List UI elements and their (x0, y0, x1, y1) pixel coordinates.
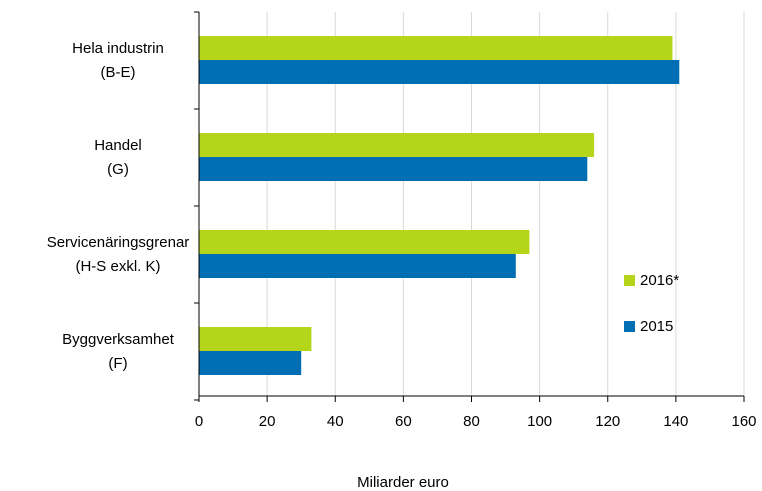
x-tick-label: 120 (595, 413, 620, 430)
axes (194, 11, 745, 402)
category-label: Handel (94, 137, 142, 154)
bar-series1 (199, 133, 595, 157)
x-tick-label: 80 (463, 413, 480, 430)
category-label: Byggverksamhet (62, 331, 175, 348)
bars (199, 36, 680, 375)
x-tick-label: 100 (527, 413, 552, 430)
category-label-sub: (B-E) (101, 64, 136, 81)
bar-series2 (199, 157, 588, 181)
x-tick-label: 60 (395, 413, 412, 430)
x-tick-label: 20 (259, 413, 276, 430)
bar-series2 (199, 351, 302, 375)
legend-swatch (624, 321, 635, 332)
x-tick-label: 40 (327, 413, 344, 430)
category-label-sub: (G) (107, 161, 129, 178)
x-tick-label: 160 (731, 413, 756, 430)
legend: 2016* 2015 (624, 272, 679, 335)
x-tick-label: 140 (663, 413, 688, 430)
x-axis-title: Miliarder euro (357, 474, 449, 491)
category-label: Hela industrin (72, 40, 164, 57)
bar-series2 (199, 60, 680, 84)
category-labels: Hela industrin (B-E) Handel (G) Servicenärin… (47, 40, 190, 372)
category-label-sub: (F) (108, 355, 127, 372)
bar-series1 (199, 327, 312, 351)
category-label-sub: (H-S exkl. K) (75, 258, 160, 275)
bar-series1 (199, 36, 673, 60)
legend-label: 2016* (640, 272, 679, 289)
legend-swatch (624, 275, 635, 286)
x-tick-label: 0 (195, 413, 203, 430)
bar-series1 (199, 230, 530, 254)
category-label: Servicenäringsgrenar (47, 234, 190, 251)
bar-series2 (199, 254, 516, 278)
x-tick-labels: 0 20 40 60 80 100 120 140 160 (195, 413, 757, 430)
legend-label: 2015 (640, 318, 673, 335)
